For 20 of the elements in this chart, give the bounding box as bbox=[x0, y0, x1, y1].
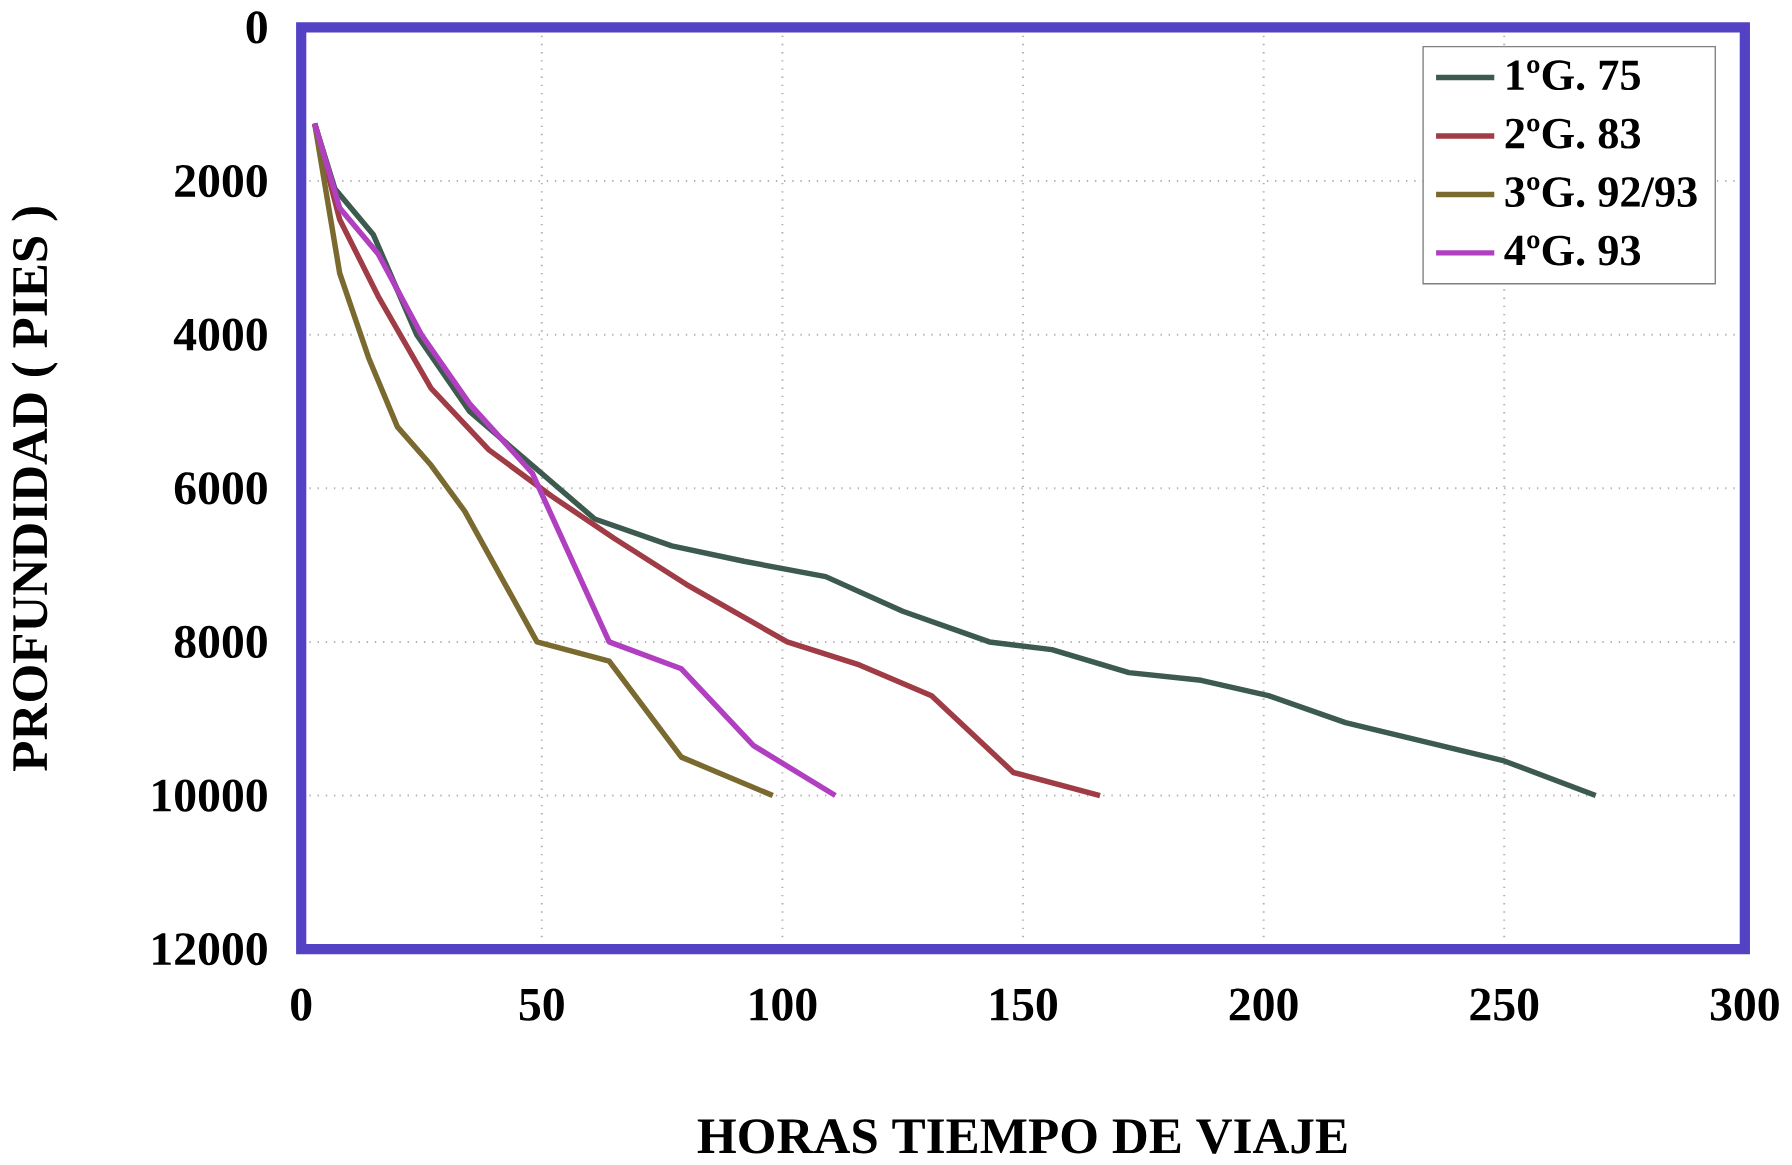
y-tick-label: 4000 bbox=[173, 318, 267, 351]
y-axis-title: PROFUNDIDAD ( PIES ) bbox=[11, 207, 58, 771]
x-tick-label: 0 bbox=[291, 988, 312, 1021]
x-tick-label: 50 bbox=[519, 988, 564, 1021]
legend-label: 1ºG. 75 bbox=[1507, 60, 1640, 91]
y-tick-label: 6000 bbox=[174, 472, 267, 505]
x-tick-label: 250 bbox=[1470, 988, 1539, 1021]
x-tick-label: 200 bbox=[1229, 988, 1298, 1021]
y-tick-label: 10000 bbox=[153, 779, 267, 812]
x-tick-label: 150 bbox=[991, 988, 1057, 1021]
y-tick-label: 0 bbox=[246, 11, 267, 44]
legend-label: 2ºG. 83 bbox=[1505, 118, 1641, 149]
x-axis-title: HORAS TIEMPO DE VIAJE bbox=[697, 1119, 1347, 1154]
x-tick-label: 300 bbox=[1710, 988, 1779, 1021]
y-tick-label: 8000 bbox=[174, 625, 267, 658]
legend-label: 3ºG. 92/93 bbox=[1505, 177, 1697, 208]
y-tick-label: 2000 bbox=[175, 164, 267, 198]
legend-label: 4ºG. 93 bbox=[1504, 235, 1641, 266]
x-tick-label: 100 bbox=[750, 988, 817, 1021]
y-tick-label: 12000 bbox=[153, 932, 267, 966]
